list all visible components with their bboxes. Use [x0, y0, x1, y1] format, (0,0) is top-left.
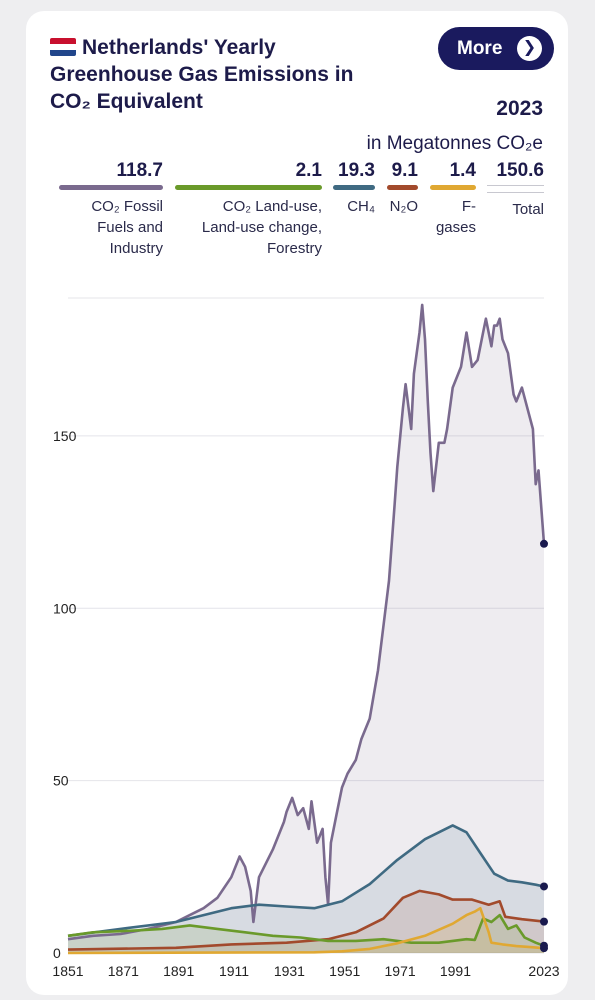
- legend-item[interactable]: 9.1 N₂O: [387, 158, 418, 217]
- legend-value: 118.7: [116, 160, 164, 181]
- chart-card: [26, 11, 568, 995]
- y-tick-label: 150: [53, 428, 77, 444]
- legend-swatch: [175, 185, 322, 190]
- legend-label: Total: [512, 201, 544, 218]
- series-area: [68, 890, 544, 953]
- legend-swatch: [333, 185, 375, 190]
- legend-item[interactable]: 1.4 F-gases: [430, 158, 476, 238]
- netherlands-flag-icon: [50, 38, 76, 56]
- x-tick-label: 1851: [52, 963, 83, 979]
- legend-label: CO₂ Land-use, Land-use change, Forestry: [201, 198, 322, 257]
- x-tick-label: 1951: [329, 963, 360, 979]
- page-title: Netherlands' Yearly Greenhouse Gas Emiss…: [50, 34, 400, 115]
- x-tick-label: 1971: [385, 963, 416, 979]
- y-tick-label: 100: [53, 600, 77, 616]
- title-block: Netherlands' Yearly Greenhouse Gas Emiss…: [50, 34, 400, 115]
- series-end-point: [540, 539, 548, 548]
- unit-label: in Megatonnes CO₂e: [366, 133, 543, 154]
- series-end-point: [540, 917, 548, 926]
- x-tick-label: 1891: [163, 963, 194, 979]
- legend-value: 150.6: [496, 160, 544, 181]
- title-text: Netherlands' Yearly Greenhouse Gas Emiss…: [50, 36, 354, 113]
- legend-label: F-gases: [435, 198, 476, 236]
- series-area: [68, 304, 544, 953]
- legend-item[interactable]: 19.3 CH₄: [333, 158, 375, 217]
- legend-label: CO₂ Fossil Fuels and Industry: [91, 198, 163, 257]
- legend-swatch: [59, 185, 163, 190]
- series-end-point: [540, 882, 548, 891]
- series-line: [67, 889, 545, 951]
- legend-value: 19.3: [338, 160, 375, 181]
- legend-item[interactable]: 2.1 CO₂ Land-use, Land-use change, Forestry: [175, 158, 322, 259]
- x-tick-label: 2023: [528, 963, 559, 979]
- legend-swatch: [487, 185, 544, 193]
- series-area: [68, 825, 544, 953]
- legend-value: 2.1: [295, 160, 322, 181]
- x-tick-label: 1871: [108, 963, 139, 979]
- legend-value: 1.4: [449, 160, 476, 181]
- legend-label: N₂O: [389, 198, 418, 215]
- legend-swatch: [430, 185, 476, 190]
- legend-item[interactable]: 150.6 Total: [487, 158, 544, 220]
- series-line: [67, 906, 545, 955]
- legend-value: 9.1: [391, 160, 418, 181]
- chevron-right-icon: ❯: [517, 36, 542, 61]
- legend-item[interactable]: 118.7 CO₂ Fossil Fuels and Industry: [59, 158, 163, 259]
- x-tick-label: 1931: [274, 963, 305, 979]
- x-tick-label: 1991: [440, 963, 471, 979]
- x-tick-label: 1911: [219, 963, 249, 979]
- legend-label: CH₄: [347, 198, 375, 215]
- more-button[interactable]: More ❯: [438, 27, 554, 70]
- y-tick-label: 0: [53, 945, 61, 961]
- series-line: [67, 303, 546, 941]
- more-button-label: More: [457, 38, 503, 59]
- series-line: [67, 913, 545, 948]
- legend-swatch: [387, 185, 418, 190]
- y-tick-label: 50: [53, 773, 69, 789]
- series-line: [67, 824, 545, 938]
- series-end-point: [540, 944, 548, 953]
- selected-year: 2023: [496, 97, 543, 120]
